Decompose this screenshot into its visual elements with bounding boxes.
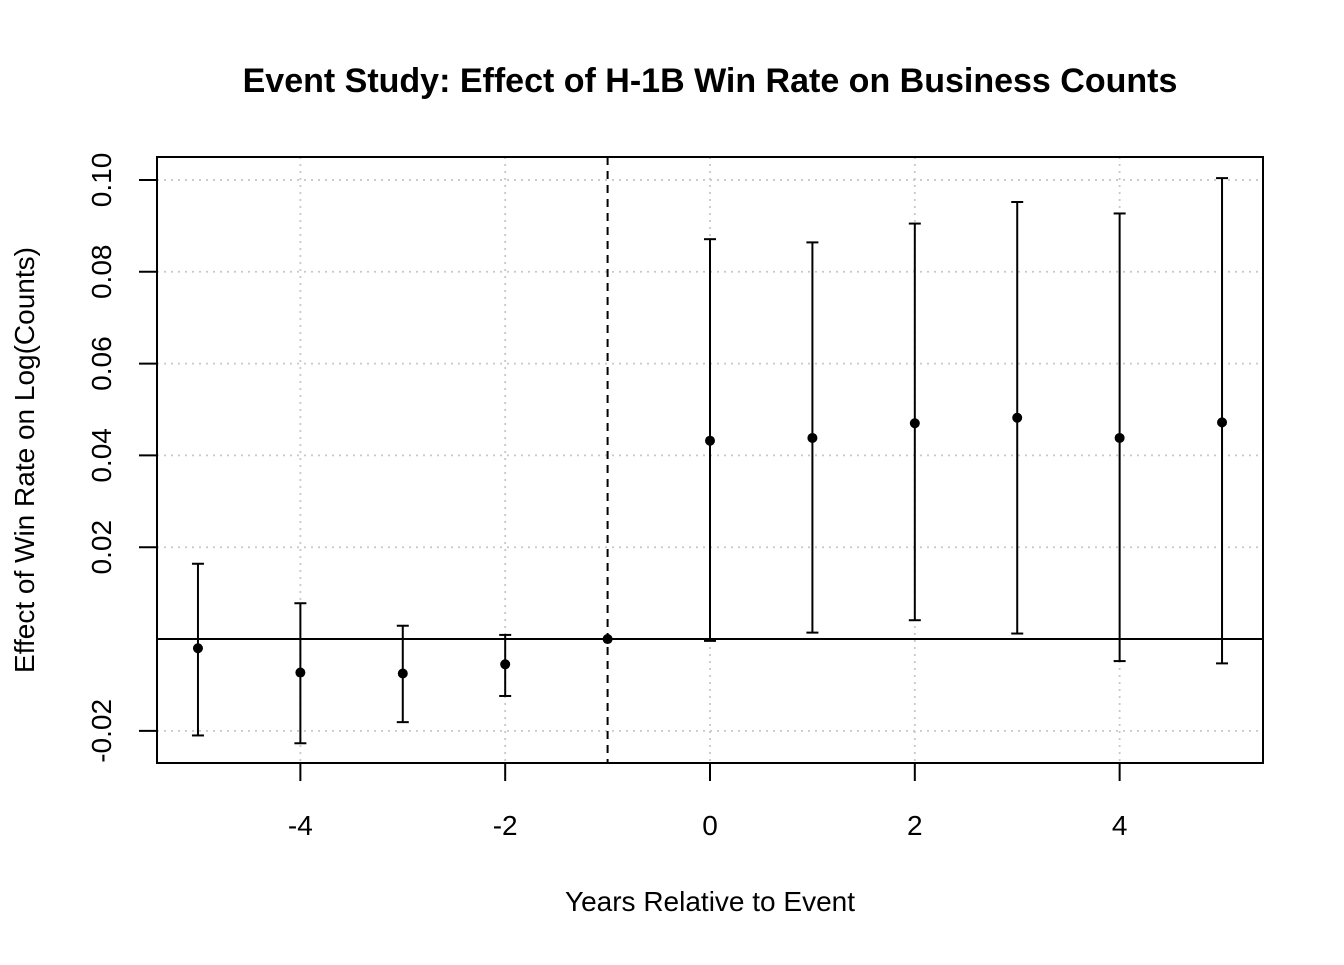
y-tick-label: 0.10: [86, 153, 117, 208]
y-tick-label: 0.06: [86, 336, 117, 391]
x-tick-label: 2: [907, 810, 923, 841]
x-tick-label: -2: [493, 810, 518, 841]
data-point: [500, 659, 511, 670]
data-point: [1012, 412, 1023, 423]
y-tick-label: 0.08: [86, 245, 117, 300]
y-axis: -0.02 0.02 0.04 0.06 0.08 0.10: [86, 153, 157, 763]
data-point: [192, 643, 203, 654]
data-points: [191, 177, 1229, 745]
y-tick-label: -0.02: [86, 699, 117, 763]
y-tick-label: 0.04: [86, 428, 117, 483]
data-point: [1217, 417, 1228, 428]
data-point: [1114, 432, 1125, 443]
x-axis-label: Years Relative to Event: [565, 886, 855, 917]
data-point: [602, 634, 613, 645]
data-point: [807, 432, 818, 443]
y-tick-label: 0.02: [86, 520, 117, 575]
chart-title: Event Study: Effect of H-1B Win Rate on …: [243, 62, 1178, 100]
data-point: [705, 435, 715, 446]
x-tick-label: 4: [1112, 810, 1128, 841]
y-axis-label: Effect of Win Rate on Log(Counts): [9, 247, 40, 673]
data-point: [397, 668, 408, 679]
data-point: [295, 667, 306, 678]
x-tick-label: -4: [288, 810, 313, 841]
x-axis: -4 -2 0 2 4: [288, 763, 1128, 841]
data-point: [909, 418, 920, 429]
x-tick-label: 0: [702, 810, 718, 841]
